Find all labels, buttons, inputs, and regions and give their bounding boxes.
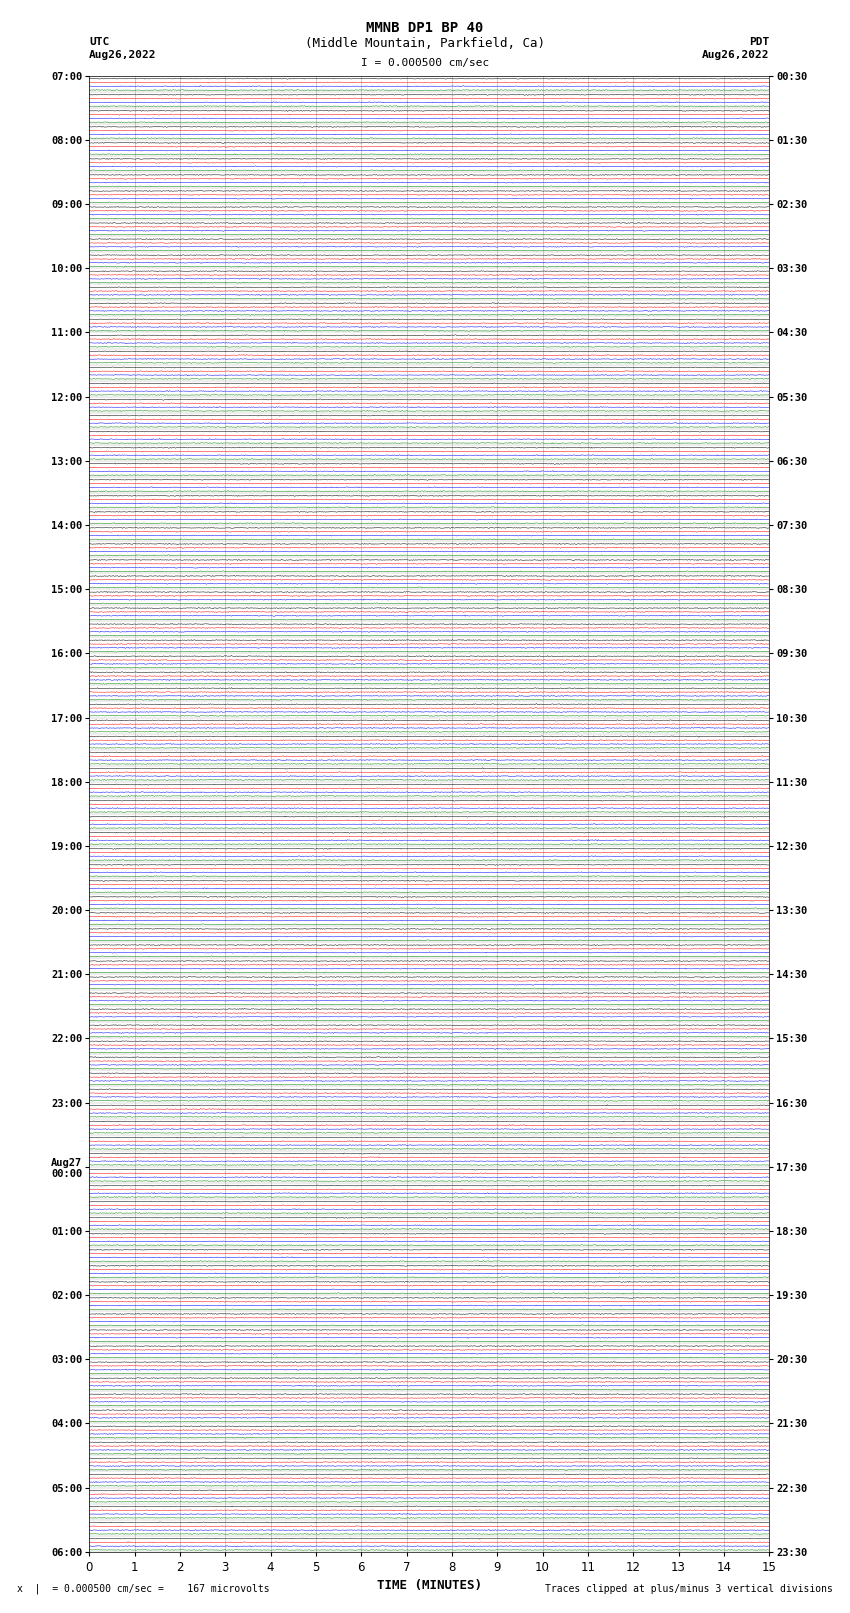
Text: UTC: UTC (89, 37, 110, 47)
Text: Aug26,2022: Aug26,2022 (702, 50, 769, 60)
Text: Aug26,2022: Aug26,2022 (89, 50, 156, 60)
Text: (Middle Mountain, Parkfield, Ca): (Middle Mountain, Parkfield, Ca) (305, 37, 545, 50)
Text: MMNB DP1 BP 40: MMNB DP1 BP 40 (366, 21, 484, 35)
Text: Traces clipped at plus/minus 3 vertical divisions: Traces clipped at plus/minus 3 vertical … (545, 1584, 833, 1594)
Text: x  |  = 0.000500 cm/sec =    167 microvolts: x | = 0.000500 cm/sec = 167 microvolts (17, 1582, 269, 1594)
Text: PDT: PDT (749, 37, 769, 47)
Text: I = 0.000500 cm/sec: I = 0.000500 cm/sec (361, 58, 489, 68)
X-axis label: TIME (MINUTES): TIME (MINUTES) (377, 1579, 482, 1592)
